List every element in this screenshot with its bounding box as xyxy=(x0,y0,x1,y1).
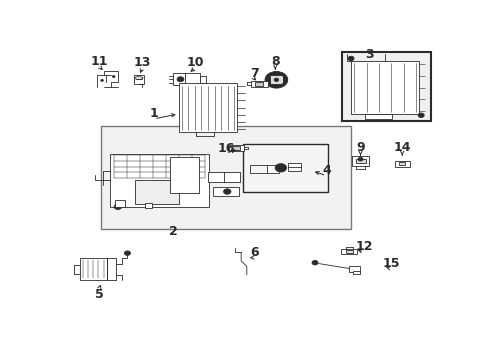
Text: 1: 1 xyxy=(149,107,158,120)
Text: 13: 13 xyxy=(134,56,151,69)
Bar xyxy=(340,249,357,254)
Circle shape xyxy=(274,78,278,81)
Circle shape xyxy=(264,72,287,88)
Bar xyxy=(341,51,430,121)
Text: 14: 14 xyxy=(393,141,410,154)
Text: 9: 9 xyxy=(355,141,364,154)
Bar xyxy=(398,162,405,166)
Circle shape xyxy=(278,166,283,170)
Text: 12: 12 xyxy=(355,240,372,253)
Bar xyxy=(232,146,240,150)
Text: 6: 6 xyxy=(249,246,258,259)
Bar xyxy=(350,61,418,114)
Circle shape xyxy=(275,164,286,172)
Circle shape xyxy=(357,157,362,161)
Bar xyxy=(178,84,237,132)
Bar xyxy=(269,75,282,84)
Circle shape xyxy=(177,77,183,82)
Circle shape xyxy=(101,80,103,81)
Circle shape xyxy=(223,189,230,194)
Bar xyxy=(394,161,409,167)
Bar xyxy=(213,187,239,196)
Bar xyxy=(172,73,200,85)
Circle shape xyxy=(311,261,317,265)
Bar xyxy=(351,156,368,166)
Bar xyxy=(101,126,350,229)
Bar xyxy=(80,258,106,280)
Circle shape xyxy=(112,76,115,77)
Bar xyxy=(200,76,205,82)
Text: 10: 10 xyxy=(186,56,204,69)
Bar xyxy=(255,82,263,86)
Ellipse shape xyxy=(134,77,143,79)
Text: 5: 5 xyxy=(95,288,103,301)
Bar xyxy=(228,145,244,151)
Circle shape xyxy=(114,204,122,210)
Text: 2: 2 xyxy=(168,225,177,238)
Bar xyxy=(110,154,208,207)
Text: 7: 7 xyxy=(249,67,258,80)
Text: 3: 3 xyxy=(365,48,373,61)
Bar xyxy=(345,250,352,253)
Bar xyxy=(250,81,267,87)
Text: 16: 16 xyxy=(217,142,234,155)
Bar xyxy=(115,200,124,207)
Circle shape xyxy=(417,113,423,117)
Bar xyxy=(266,165,278,173)
Text: 15: 15 xyxy=(381,257,399,270)
Text: 11: 11 xyxy=(90,55,107,68)
Circle shape xyxy=(347,56,353,61)
Bar xyxy=(208,172,240,182)
Bar xyxy=(352,270,359,274)
Bar xyxy=(364,114,391,120)
Bar xyxy=(243,144,327,192)
Bar xyxy=(144,203,152,208)
Bar xyxy=(348,266,359,272)
Circle shape xyxy=(124,251,130,255)
Text: 4: 4 xyxy=(322,164,330,177)
Bar xyxy=(135,180,179,204)
Bar xyxy=(169,157,199,193)
Bar xyxy=(287,163,301,171)
Bar xyxy=(134,75,143,84)
Text: 8: 8 xyxy=(270,55,279,68)
Bar xyxy=(355,158,365,163)
